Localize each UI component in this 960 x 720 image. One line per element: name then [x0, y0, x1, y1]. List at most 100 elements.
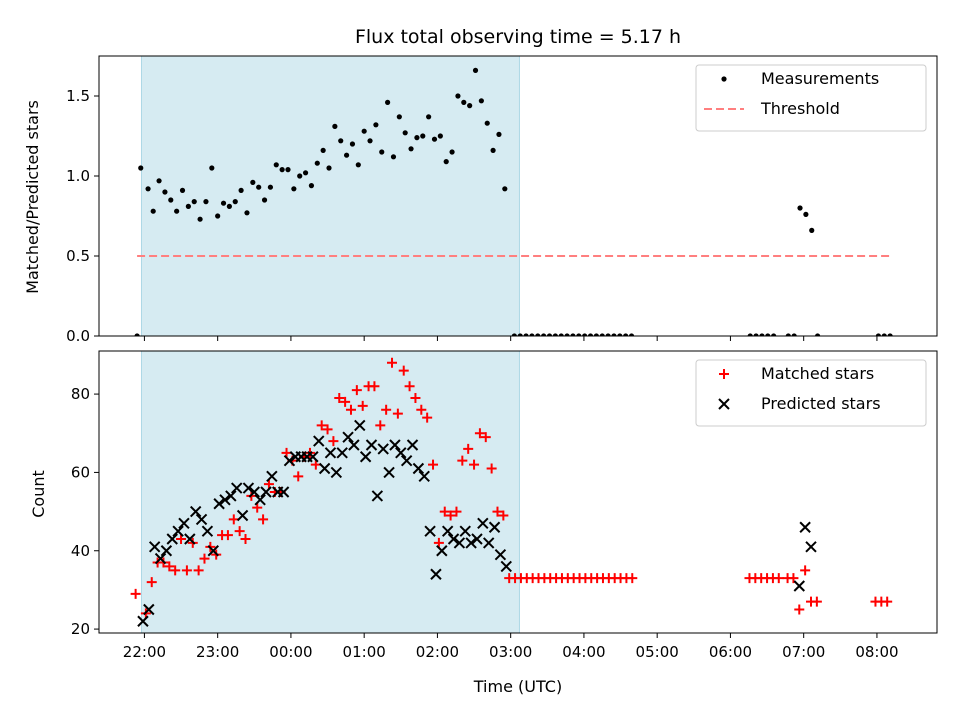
predicted-star-point — [477, 517, 489, 530]
matched-star-point — [788, 573, 799, 584]
matched-star-point — [322, 424, 333, 435]
matched-star-point — [310, 459, 321, 470]
measurement-point — [449, 149, 455, 155]
matched-star-point — [293, 471, 304, 482]
matched-star-point — [463, 443, 474, 454]
measurement-point — [617, 333, 623, 336]
legend-measurements-marker — [721, 76, 727, 82]
measurement-point — [765, 333, 771, 336]
measurement-point — [414, 135, 420, 141]
measurement-point — [623, 333, 629, 336]
measurement-point — [484, 120, 490, 126]
plot-area — [134, 67, 893, 336]
predicted-star-point — [465, 537, 477, 549]
measurement-point — [326, 165, 332, 171]
predicted-star-point — [436, 545, 448, 557]
matched-star-point — [334, 393, 345, 403]
measurement-point — [279, 167, 285, 173]
x-tick-label: 07:00 — [782, 643, 825, 661]
matched-star-point — [228, 514, 239, 525]
measurement-point — [529, 333, 535, 336]
predicted-star-point — [231, 482, 243, 494]
measurement-point — [285, 167, 291, 173]
measurement-point — [343, 152, 350, 158]
measurement-point — [552, 333, 558, 336]
measurement-point — [191, 199, 197, 205]
chart-title: Flux total observing time = 5.17 h — [355, 26, 681, 48]
matched-star-point — [252, 502, 263, 513]
measurement-point — [478, 98, 484, 104]
y-tick-label: 20 — [71, 620, 90, 638]
matched-star-point — [193, 565, 204, 576]
predicted-star-point — [160, 545, 173, 557]
matched-star-point — [234, 526, 245, 537]
x-tick-label: 22:00 — [123, 643, 166, 661]
observing-window-shade — [140, 55, 520, 337]
measurement-point — [437, 133, 443, 139]
predicted-star-point — [254, 494, 266, 506]
predicted-star-point — [195, 513, 208, 526]
measurement-point — [145, 186, 151, 192]
matched-star-point — [381, 404, 392, 415]
measurement-point — [576, 333, 582, 336]
predicted-star-point — [172, 525, 184, 537]
predicted-star-point — [395, 447, 407, 459]
predicted-star-point — [383, 466, 395, 479]
measurement-point — [273, 162, 279, 168]
predicted-star-point — [377, 443, 389, 455]
matched-star-point — [340, 396, 351, 407]
matched-star-point — [882, 596, 893, 607]
x-tick-label: 03:00 — [489, 643, 532, 661]
legend-threshold-label: Threshold — [760, 99, 840, 118]
measurement-point — [523, 333, 529, 336]
predicted-star-point — [266, 470, 278, 483]
measurement-point — [308, 183, 315, 189]
measurement-point — [302, 170, 309, 176]
measurement-point — [881, 333, 887, 336]
matched-star-point — [469, 459, 480, 470]
measurement-point — [408, 146, 414, 152]
matched-star-point — [357, 400, 368, 411]
measurement-point — [461, 99, 467, 105]
predicted-star-point — [348, 439, 360, 451]
x-tick-label: 01:00 — [343, 643, 386, 661]
measurement-point — [320, 147, 326, 153]
y-tick-label: 1.5 — [66, 87, 90, 105]
measurement-point — [244, 210, 250, 216]
predicted-star-point — [154, 552, 167, 565]
x-axis-label: Time (UTC) — [473, 677, 562, 696]
matched-star-point — [498, 510, 509, 521]
measurement-point — [887, 333, 893, 336]
ratio-panel: 0.0 0.5 1.0 1.5 Measurements Threshold — [66, 55, 938, 345]
matched-star-point — [422, 412, 433, 423]
legend-box — [695, 64, 927, 132]
matched-star-point — [263, 479, 274, 490]
measurement-point — [168, 197, 174, 203]
matched-star-point — [130, 588, 141, 599]
matched-star-point — [387, 357, 398, 368]
x-tick-label: 05:00 — [636, 643, 679, 661]
matched-star-point — [627, 573, 638, 584]
measurement-point — [753, 333, 759, 336]
predicted-star-point — [318, 462, 331, 475]
measurement-point — [564, 333, 570, 336]
measurement-point — [396, 114, 402, 120]
matched-star-point — [773, 573, 784, 584]
measurement-point — [426, 114, 432, 120]
measurement-point — [511, 333, 517, 336]
bottom-y-axis-label: Count — [29, 470, 48, 518]
measurement-point — [496, 131, 502, 137]
matched-star-point — [474, 428, 485, 439]
predicted-star-point — [793, 580, 805, 592]
predicted-star-point — [336, 447, 348, 459]
predicted-star-point — [166, 533, 178, 545]
measurement-point — [379, 149, 385, 155]
measurement-point — [443, 159, 449, 165]
matched-star-point — [164, 561, 175, 572]
measurement-point — [349, 141, 356, 147]
measurement-point — [291, 186, 297, 192]
predicted-star-point — [400, 454, 413, 467]
predicted-star-point — [242, 482, 255, 494]
measurement-point — [747, 333, 753, 336]
